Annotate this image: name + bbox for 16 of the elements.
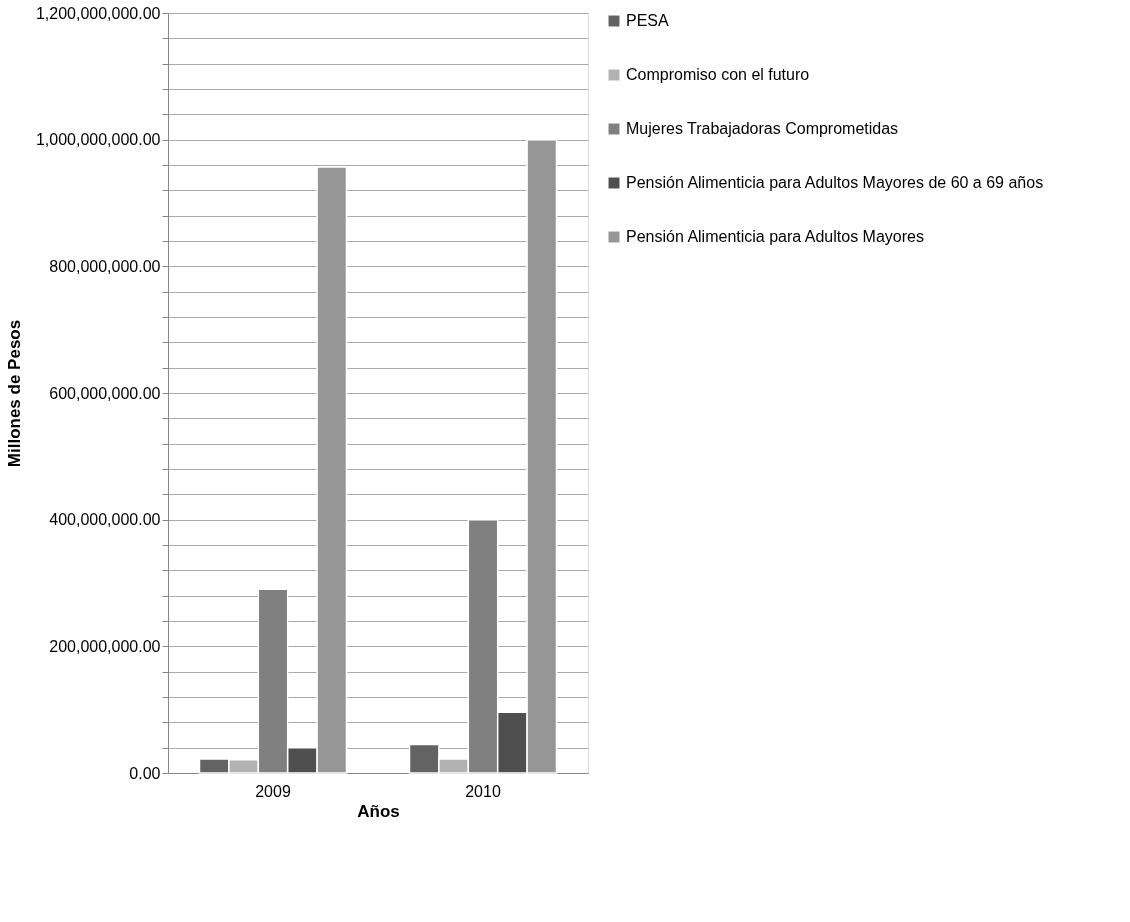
x-tick-label: 2009	[255, 782, 291, 800]
legend-label: Compromiso con el futuro	[626, 66, 810, 83]
legend-label: PESA	[626, 12, 670, 29]
y-tick-label: 1,200,000,000.00	[35, 4, 161, 22]
y-axis-title: Millones de Pesos	[4, 319, 24, 468]
x-axis-title: Años	[357, 801, 400, 821]
legend-label: Mujeres Trabajadoras Comprometidas	[626, 120, 899, 137]
y-tick-label: 800,000,000.00	[49, 257, 161, 275]
x-tick-label: 2010	[465, 782, 501, 800]
y-tick-label: 400,000,000.00	[49, 511, 161, 529]
y-tick-label: 200,000,000.00	[49, 637, 161, 655]
y-tick-label: 1,000,000,000.00	[35, 131, 161, 149]
legend-label: Pensión Alimenticia para Adultos Mayores de 60 a 69 años	[626, 174, 1044, 191]
y-tick-label: 0.00	[129, 764, 161, 782]
legend-label: Pensión Alimenticia para Adultos Mayores	[626, 228, 924, 245]
y-tick-label: 600,000,000.00	[49, 384, 161, 402]
